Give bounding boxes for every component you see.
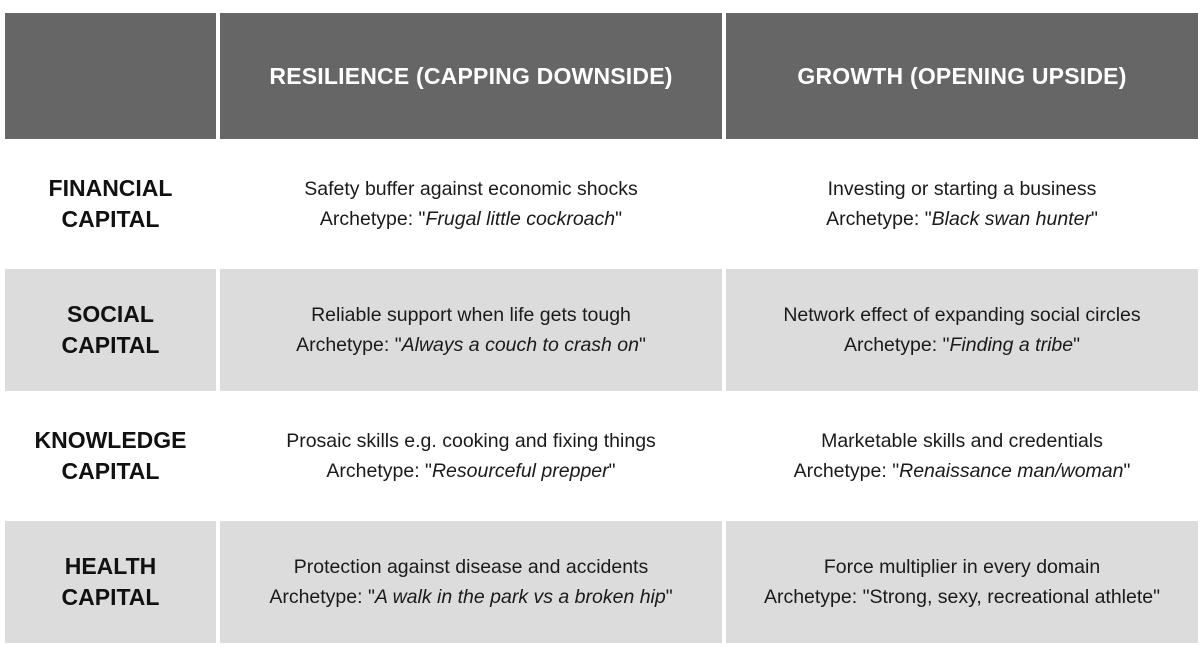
cell-archetype: Archetype: "A walk in the park vs a brok… (269, 586, 673, 608)
cell-social-growth: Network effect of expanding social circl… (726, 269, 1198, 391)
cell-social-resilience: Reliable support when life gets tough Ar… (220, 269, 722, 391)
row-label-line2: CAPITAL (61, 332, 160, 358)
row-label-line1: HEALTH (64, 553, 157, 579)
header-corner (5, 13, 216, 139)
cell-archetype: Archetype: "Finding a tribe" (843, 334, 1081, 356)
cell-archetype: Archetype: "Renaissance man/woman" (793, 460, 1131, 482)
cell-text: Network effect of expanding social circl… (783, 304, 1141, 326)
cell-text: Safety buffer against economic shocks (304, 178, 638, 200)
row-label-line2: CAPITAL (61, 458, 160, 484)
row-label-line1: FINANCIAL (48, 175, 173, 201)
cell-knowledge-growth: Marketable skills and credentials Archet… (726, 395, 1198, 517)
cell-archetype: Archetype: "Strong, sexy, recreational a… (763, 586, 1161, 608)
cell-health-resilience: Protection against disease and accidents… (220, 521, 722, 643)
row-label-line1: SOCIAL (67, 301, 154, 327)
row-label-health: HEALTH CAPITAL (5, 521, 216, 643)
cell-archetype: Archetype: "Always a couch to crash on" (296, 334, 646, 356)
cell-archetype: Archetype: "Resourceful prepper" (326, 460, 616, 482)
capital-table: RESILIENCE (CAPPING DOWNSIDE) GROWTH (OP… (5, 13, 1198, 643)
cell-financial-growth: Investing or starting a business Archety… (726, 143, 1198, 265)
cell-text: Protection against disease and accidents (293, 556, 649, 578)
row-label-line1: KNOWLEDGE (34, 427, 187, 453)
header-resilience: RESILIENCE (CAPPING DOWNSIDE) (220, 13, 722, 139)
cell-text: Investing or starting a business (827, 178, 1097, 200)
row-label-line2: CAPITAL (61, 584, 160, 610)
row-label-financial: FINANCIAL CAPITAL (5, 143, 216, 265)
row-label-social: SOCIAL CAPITAL (5, 269, 216, 391)
cell-health-growth: Force multiplier in every domain Archety… (726, 521, 1198, 643)
row-label-line2: CAPITAL (61, 206, 160, 232)
header-growth: GROWTH (OPENING UPSIDE) (726, 13, 1198, 139)
cell-text: Prosaic skills e.g. cooking and fixing t… (286, 430, 656, 452)
cell-archetype: Archetype: "Frugal little cockroach" (319, 208, 623, 230)
cell-archetype: Archetype: "Black swan hunter" (826, 208, 1098, 230)
cell-text: Reliable support when life gets tough (311, 304, 631, 326)
cell-text: Marketable skills and credentials (821, 430, 1103, 452)
cell-text: Force multiplier in every domain (823, 556, 1101, 578)
cell-financial-resilience: Safety buffer against economic shocks Ar… (220, 143, 722, 265)
row-label-knowledge: KNOWLEDGE CAPITAL (5, 395, 216, 517)
cell-knowledge-resilience: Prosaic skills e.g. cooking and fixing t… (220, 395, 722, 517)
